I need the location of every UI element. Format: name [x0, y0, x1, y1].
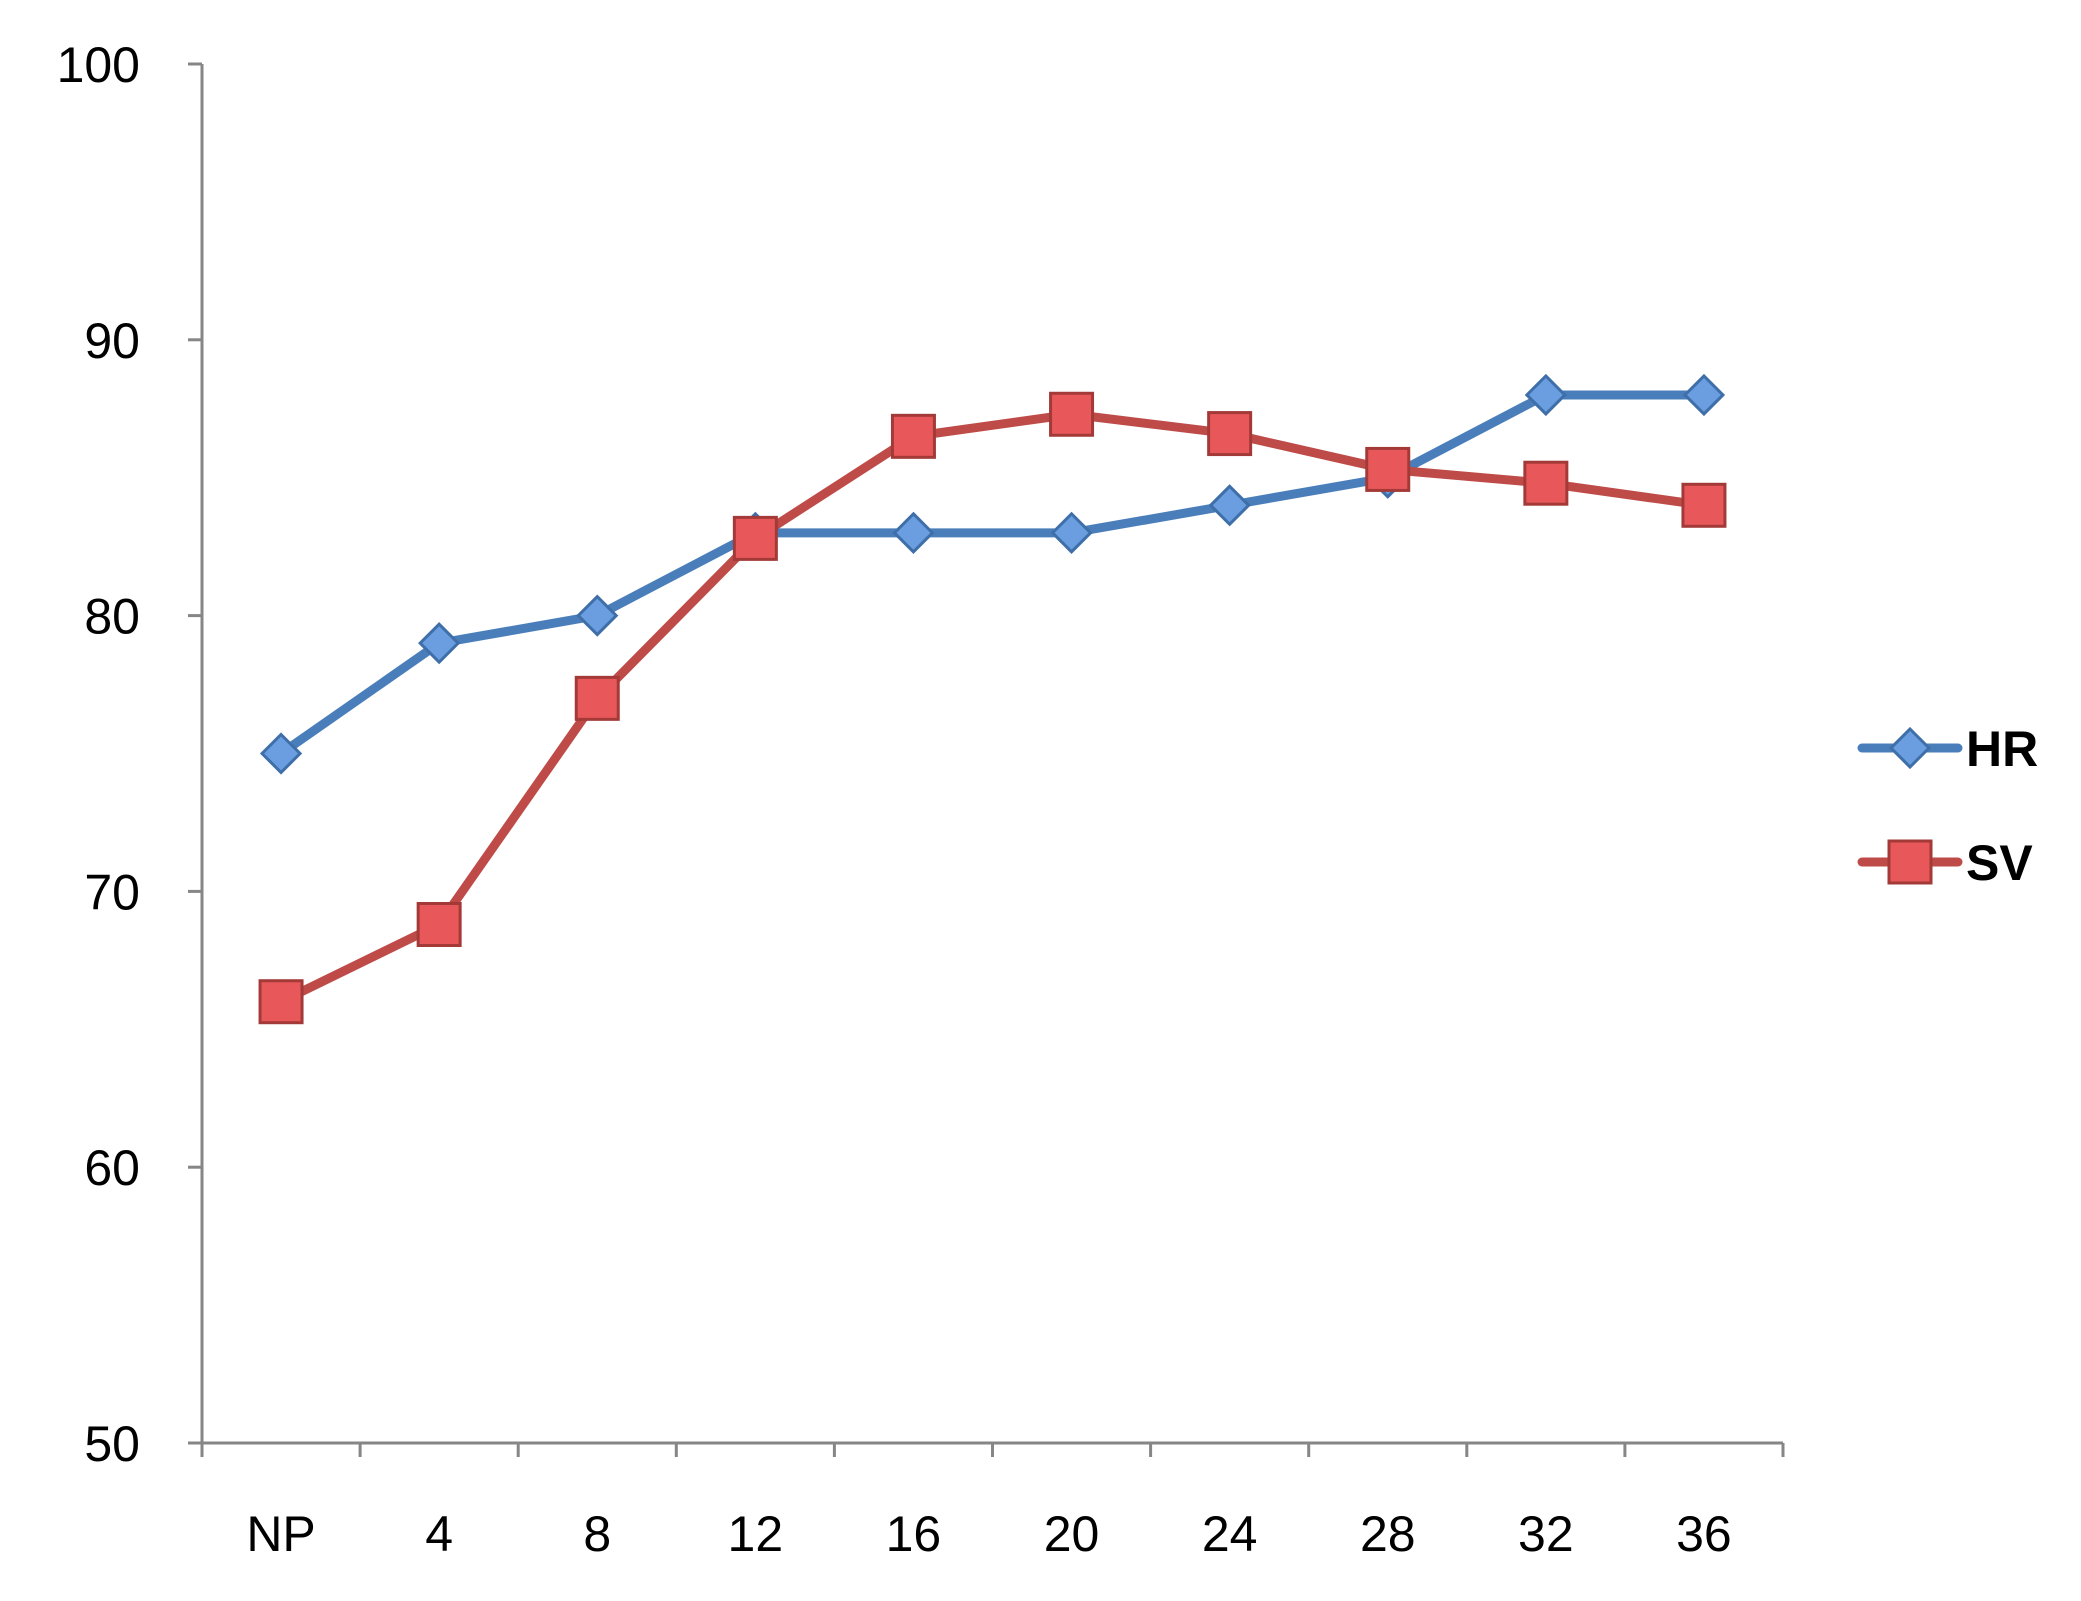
x-axis-ticks: NP 4 8 12 16 20 24 28 32 36 [200, 1443, 1785, 1562]
series-line-hr [276, 390, 1709, 758]
legend-label-sv: SV [1966, 835, 2033, 891]
series-line-sv [276, 409, 1709, 1007]
y-tick-label: 70 [84, 864, 140, 920]
x-tick-label: 8 [583, 1506, 611, 1562]
y-tick-label: 100 [57, 37, 140, 93]
series-hr [259, 373, 1726, 775]
series-layer [258, 373, 1727, 1025]
data-point-hr [1208, 484, 1251, 527]
y-tick-label: 90 [84, 313, 140, 369]
legend-item-hr: HR [1857, 721, 2038, 777]
legend-marker-sv [1887, 839, 1933, 885]
x-tick-label: 12 [728, 1506, 784, 1562]
data-point-hr [1682, 373, 1726, 417]
x-tick-label: 16 [886, 1506, 942, 1562]
data-point-sv [1681, 482, 1727, 528]
y-axis-ticks: 50 60 70 80 90 100 [57, 37, 202, 1472]
y-tick-label: 80 [84, 589, 140, 645]
axes: 50 60 70 80 90 100 NP 4 8 12 16 20 24 28 32 36 [57, 37, 1785, 1562]
x-tick-label: 24 [1202, 1506, 1258, 1562]
data-point-hr [1524, 373, 1567, 417]
x-tick-label: 32 [1518, 1506, 1574, 1562]
y-tick-label: 50 [84, 1416, 140, 1472]
data-point-sv [1207, 411, 1253, 457]
series-sv [258, 391, 1727, 1025]
x-tick-label: 20 [1044, 1506, 1100, 1562]
data-point-sv [890, 413, 936, 459]
legend: HR SV [1857, 721, 2038, 891]
data-point-sv [258, 979, 304, 1025]
data-point-sv [1049, 391, 1095, 437]
x-tick-label: NP [246, 1506, 315, 1562]
data-point-hr [259, 732, 303, 775]
x-tick-label: 36 [1676, 1506, 1732, 1562]
legend-marker-hr [1888, 726, 1932, 770]
y-tick-label: 60 [84, 1140, 140, 1196]
legend-item-sv: SV [1857, 835, 2033, 891]
data-point-sv [1365, 446, 1411, 492]
data-point-sv [1523, 460, 1569, 506]
x-tick-label: 4 [425, 1506, 453, 1562]
data-point-hr [1050, 511, 1093, 554]
data-point-sv [732, 515, 778, 561]
legend-label-hr: HR [1966, 721, 2038, 777]
data-point-hr [892, 511, 935, 554]
x-tick-label: 28 [1360, 1506, 1416, 1562]
data-point-sv [416, 901, 462, 947]
data-point-sv [574, 675, 620, 721]
data-point-hr [576, 594, 619, 637]
data-point-hr [418, 622, 461, 665]
